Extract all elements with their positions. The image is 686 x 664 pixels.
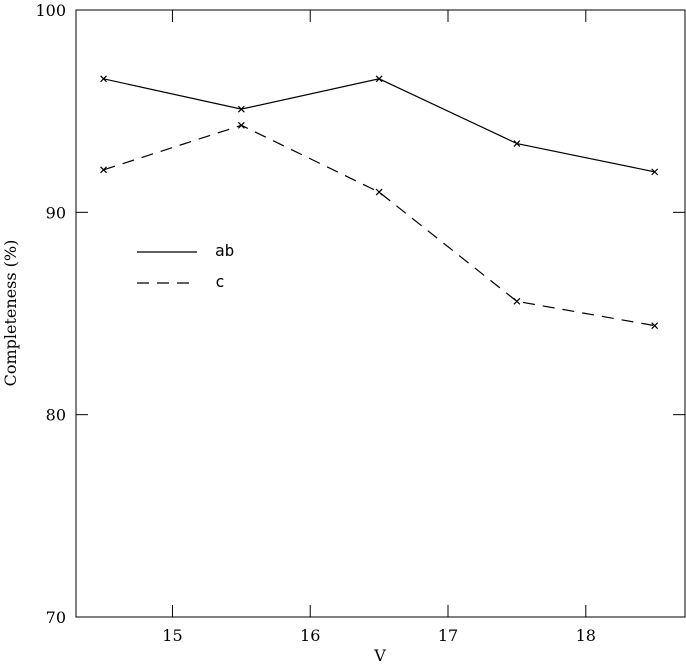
legend-label: c	[215, 272, 225, 291]
point-marker	[513, 297, 521, 305]
y-tick-label: 100	[35, 1, 66, 20]
y-tick-label: 70	[46, 608, 66, 627]
x-tick-label: 17	[438, 626, 458, 645]
x-axis-label: V	[373, 646, 386, 664]
y-axis-label: Completeness (%)	[1, 240, 20, 387]
y-tick-label: 80	[46, 406, 66, 425]
point-marker	[375, 188, 383, 196]
point-marker	[513, 140, 521, 147]
point-marker	[651, 322, 659, 330]
point-marker	[100, 75, 107, 83]
x-tick-label: 18	[576, 626, 596, 645]
x-tick-label: 16	[300, 626, 320, 645]
point-marker	[651, 168, 659, 176]
point-marker	[375, 75, 383, 83]
x-tick-label: 15	[162, 626, 182, 645]
plot-frame	[75, 9, 686, 618]
series-line	[103, 78, 655, 173]
y-tick-label: 90	[46, 203, 66, 222]
point-marker	[100, 166, 107, 174]
point-marker	[237, 105, 245, 113]
point-marker	[237, 121, 245, 129]
series-line	[103, 124, 655, 327]
legend-label: ab	[215, 241, 234, 260]
